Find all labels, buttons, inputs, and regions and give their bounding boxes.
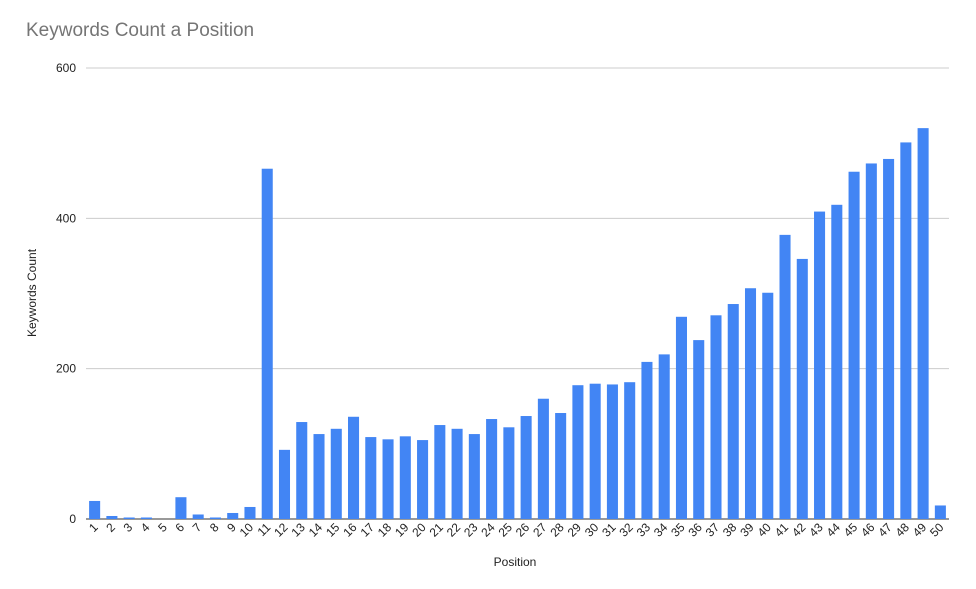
bar-3	[123, 517, 135, 519]
y-tick-label: 400	[56, 211, 76, 225]
bar-18	[382, 439, 394, 519]
bar-35	[675, 316, 687, 519]
x-tick-label: 3	[121, 520, 136, 535]
bar-1	[89, 500, 101, 519]
bar-26	[520, 416, 532, 519]
bar-20	[417, 440, 429, 519]
bar-31	[606, 384, 618, 519]
bar-50	[934, 505, 946, 519]
bar-24	[486, 419, 498, 519]
bar-38	[727, 304, 739, 519]
bar-32	[624, 382, 636, 519]
bar-7	[192, 514, 204, 519]
bar-4	[140, 517, 152, 519]
bar-40	[762, 292, 774, 519]
bar-17	[365, 437, 377, 519]
bar-47	[883, 158, 895, 519]
bar-33	[641, 361, 653, 519]
x-tick-label: 1	[86, 520, 101, 535]
bar-13	[296, 422, 308, 519]
bar-22	[451, 428, 463, 519]
bar-25	[503, 427, 515, 519]
x-tick-label: 10	[237, 520, 257, 540]
bar-48	[900, 142, 912, 520]
bar-45	[848, 171, 860, 520]
x-tick-label: 9	[224, 520, 239, 535]
x-tick-label: 6	[172, 520, 187, 535]
bar-42	[796, 258, 808, 519]
bar-19	[399, 436, 411, 519]
x-tick-labels: 1 2 3 4 5 6 7 8 91011121314151617181920212223242…	[86, 520, 947, 540]
x-tick-label: 8	[207, 520, 222, 535]
y-tick-label: 0	[69, 512, 76, 526]
x-tick-label: 50	[927, 520, 947, 540]
x-tick-label: 2	[103, 520, 118, 535]
bar-2	[106, 515, 118, 519]
x-tick-label: 5	[155, 520, 170, 535]
bar-41	[779, 234, 791, 519]
bar-39	[744, 288, 757, 519]
bar-30	[589, 383, 601, 519]
bar-16	[348, 416, 360, 519]
bar-8	[209, 517, 221, 519]
bar-49	[917, 128, 929, 519]
x-tick-label: 7	[190, 520, 205, 535]
bar-6	[175, 497, 187, 519]
bar-9	[227, 512, 239, 519]
y-tick-labels: 0 200 400 600	[56, 61, 76, 526]
bar-34	[658, 354, 670, 519]
bar-36	[693, 340, 705, 519]
bar-21	[434, 425, 446, 519]
bar-37	[710, 315, 722, 519]
bar-15	[330, 428, 342, 519]
bar-29	[572, 385, 584, 519]
y-tick-label: 600	[56, 61, 76, 75]
x-tick-label: 4	[138, 520, 153, 535]
bar-23	[468, 434, 480, 519]
chart-title: Keywords Count a Position	[26, 20, 255, 41]
bar-46	[865, 163, 877, 519]
x-axis-title: Position	[494, 555, 537, 569]
bar-28	[555, 413, 567, 519]
bar-14	[313, 434, 325, 519]
bars	[89, 128, 946, 520]
y-axis-title: Keywords Count	[25, 248, 39, 337]
bar-10	[244, 506, 256, 519]
bar-44	[831, 204, 843, 519]
y-tick-label: 200	[56, 362, 76, 376]
bar-12	[278, 449, 291, 519]
bar-27	[537, 398, 549, 519]
bar-43	[814, 211, 826, 519]
bar-11	[261, 168, 273, 519]
